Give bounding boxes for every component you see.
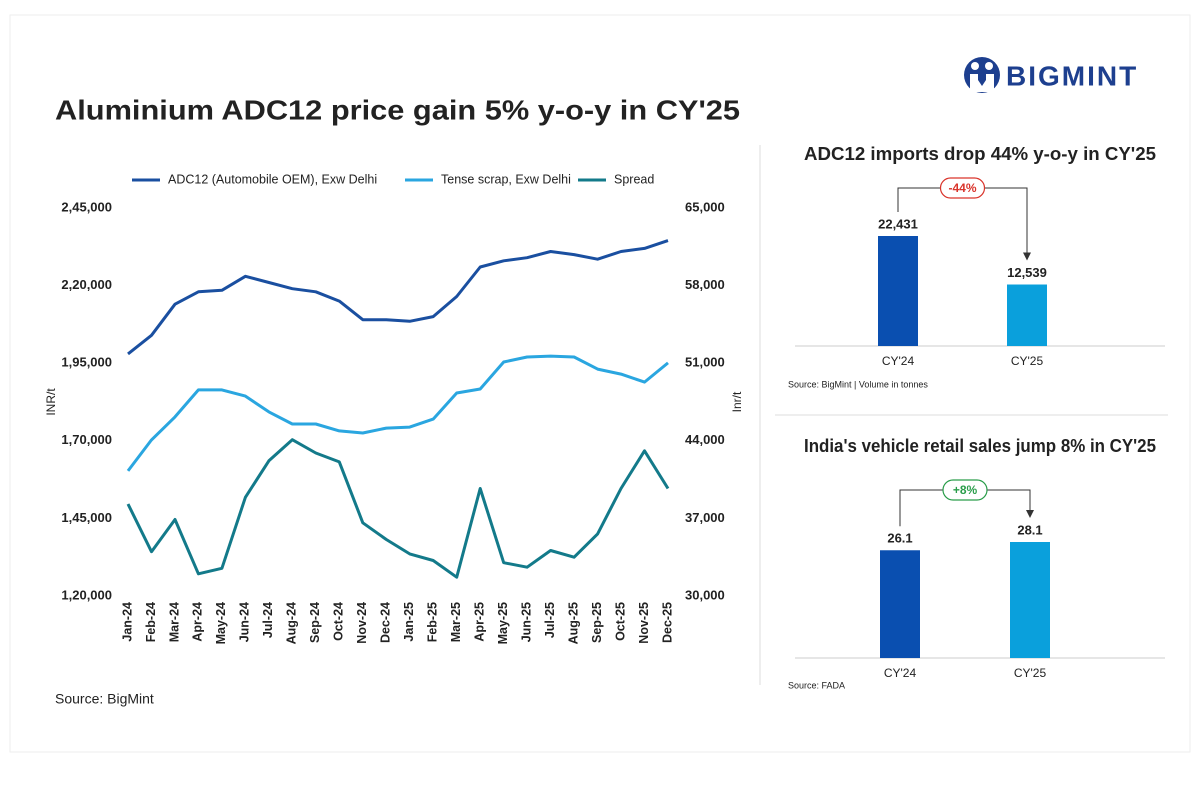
x-tick-label: Dec-24: [379, 602, 393, 643]
y-tick-label: 1,95,000: [61, 355, 112, 370]
y-axis-label: INR/t: [44, 388, 58, 416]
y2-tick-label: 30,000: [685, 587, 725, 602]
value-label: 28.1: [1017, 522, 1042, 537]
x-tick-label: Apr-25: [472, 602, 486, 642]
x-tick-label: Jan-25: [402, 602, 416, 642]
y2-tick-label: 51,000: [685, 355, 725, 370]
logo-text: BIGMINT: [1006, 60, 1138, 91]
x-tick-label: Jun-24: [238, 602, 252, 642]
source-note: Source: FADA: [788, 680, 845, 690]
x-tick-label: Aug-24: [285, 602, 299, 644]
x-tick-label: Apr-24: [191, 602, 205, 642]
legend-label: ADC12 (Automobile OEM), Exw Delhi: [168, 172, 377, 186]
panel: [9, 14, 1191, 753]
value-label: 12,539: [1007, 265, 1047, 280]
x-tick-label: Mar-24: [167, 602, 181, 642]
x-tick-label: Nov-24: [355, 602, 369, 644]
value-label: 26.1: [887, 531, 912, 546]
y-tick-label: 1,20,000: [61, 587, 112, 602]
y-tick-label: 2,20,000: [61, 277, 112, 292]
chart-title: India's vehicle retail sales jump 8% in …: [804, 436, 1156, 456]
bar: [1007, 284, 1047, 346]
y-tick-label: 2,45,000: [61, 199, 112, 214]
x-tick-label: CY'24: [884, 666, 917, 680]
x-tick-label: Oct-24: [332, 602, 346, 641]
x-tick-label: Feb-25: [426, 602, 440, 642]
chart-title: ADC12 imports drop 44% y-o-y in CY'25: [804, 144, 1156, 164]
x-tick-label: Oct-25: [613, 602, 627, 641]
x-tick-label: May-24: [214, 602, 228, 644]
annotation-pill: [942, 479, 988, 501]
x-tick-label: Aug-25: [566, 602, 580, 644]
legend-label: Tense scrap, Exw Delhi: [441, 172, 571, 186]
main-title: Aluminium ADC12 price gain 5% y-o-y in C…: [55, 94, 740, 125]
x-tick-label: Jul-25: [543, 602, 557, 638]
logo-icon: [964, 57, 1000, 93]
value-label: 22,431: [878, 216, 918, 231]
x-tick-label: Nov-25: [637, 602, 651, 644]
annotation-arrow: [1026, 510, 1034, 518]
series-line: [126, 438, 670, 579]
x-tick-label: Jun-25: [519, 602, 533, 642]
x-tick-label: CY'25: [1014, 666, 1047, 680]
x-tick-label: Jan-24: [120, 602, 134, 642]
source-note: Source: BigMint | Volume in tonnes: [788, 379, 928, 389]
y2-axis-label: Inr/t: [730, 391, 744, 412]
x-tick-label: May-25: [496, 602, 510, 644]
y-tick-label: 1,45,000: [61, 510, 112, 525]
x-tick-label: CY'24: [882, 354, 915, 368]
series-line: [126, 354, 669, 472]
x-tick-label: CY'25: [1011, 354, 1044, 368]
x-tick-label: Jul-24: [261, 602, 275, 638]
x-tick-label: Mar-25: [449, 602, 463, 642]
source-note: Source: BigMint: [55, 691, 154, 707]
annotation-arrow: [1023, 252, 1031, 261]
bar: [880, 550, 920, 658]
annotation-pill: [939, 177, 986, 199]
annotation: -44%: [948, 181, 976, 195]
y2-tick-label: 37,000: [685, 510, 725, 525]
y2-tick-label: 44,000: [685, 432, 725, 447]
x-tick-label: Feb-24: [144, 602, 158, 642]
series-line: [127, 239, 669, 356]
x-tick-label: Dec-25: [660, 602, 674, 643]
bar: [1010, 542, 1050, 658]
annotation: +8%: [953, 483, 978, 497]
y2-tick-label: 65,000: [685, 199, 725, 214]
x-tick-label: Sep-25: [590, 602, 604, 643]
y2-tick-label: 58,000: [685, 277, 725, 292]
x-tick-label: Sep-24: [308, 602, 322, 643]
legend-label: Spread: [614, 172, 654, 186]
bar: [878, 236, 918, 346]
y-tick-label: 1,70,000: [61, 432, 112, 447]
